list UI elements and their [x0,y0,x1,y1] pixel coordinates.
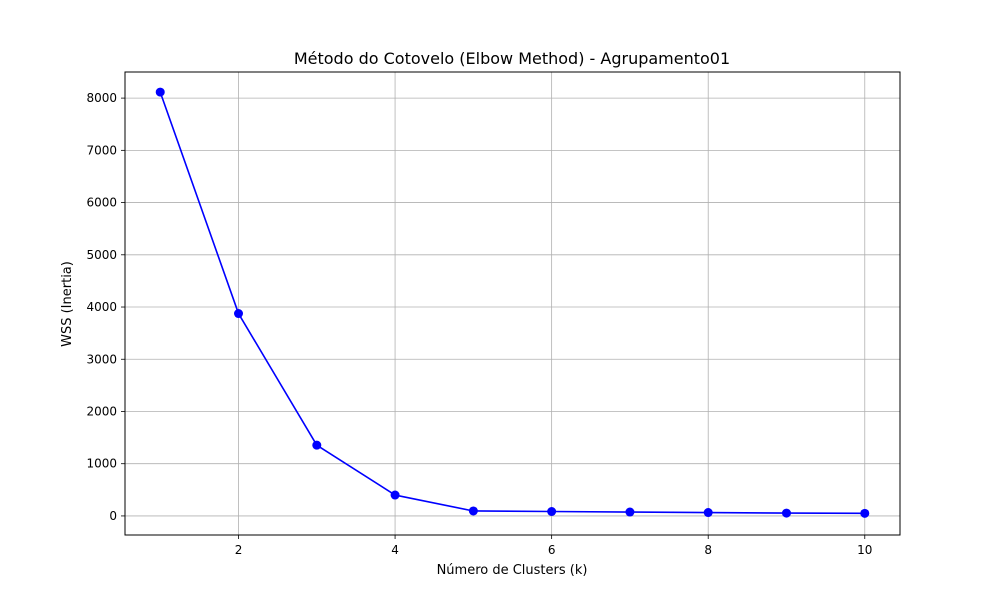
plot-area-frame [124,71,901,536]
data-point-k10 [860,508,870,518]
x-axis-label: Número de Clusters (k) [437,563,588,578]
data-point-k6 [547,506,557,516]
x-tick-label: 10 [857,543,872,557]
y-tick-label: 3000 [86,352,117,366]
y-axis-label: WSS (Inertia) [60,261,75,347]
y-tick-label: 4000 [86,300,117,314]
data-point-k5 [468,506,478,516]
y-tick-label: 0 [109,509,117,523]
data-point-k8 [703,508,713,518]
y-tick-label: 1000 [86,457,117,471]
x-tick-label: 8 [704,543,712,557]
chart-title: Método do Cotovelo (Elbow Method) - Agru… [294,49,730,68]
x-tick-label: 2 [235,543,243,557]
y-tick-label: 2000 [86,404,117,418]
data-point-k9 [781,508,791,518]
data-point-k4 [390,490,400,500]
y-tick-label: 5000 [86,248,117,262]
data-point-k1 [155,87,165,97]
x-tick-label: 4 [391,543,399,557]
data-point-k3 [312,440,322,450]
data-point-k7 [625,507,635,517]
series-layer [155,87,870,518]
x-tick-label: 6 [548,543,556,557]
y-tick-label: 8000 [86,91,117,105]
y-tick-label: 6000 [86,196,117,210]
axis-ticks: 2 4 6 8 10 0 1000 2000 3000 4000 5000 6000 7000 8000 [86,91,872,557]
y-tick-label: 7000 [86,143,117,157]
data-point-k2 [234,309,244,319]
grid [125,72,900,535]
series-line-0 [159,91,865,515]
